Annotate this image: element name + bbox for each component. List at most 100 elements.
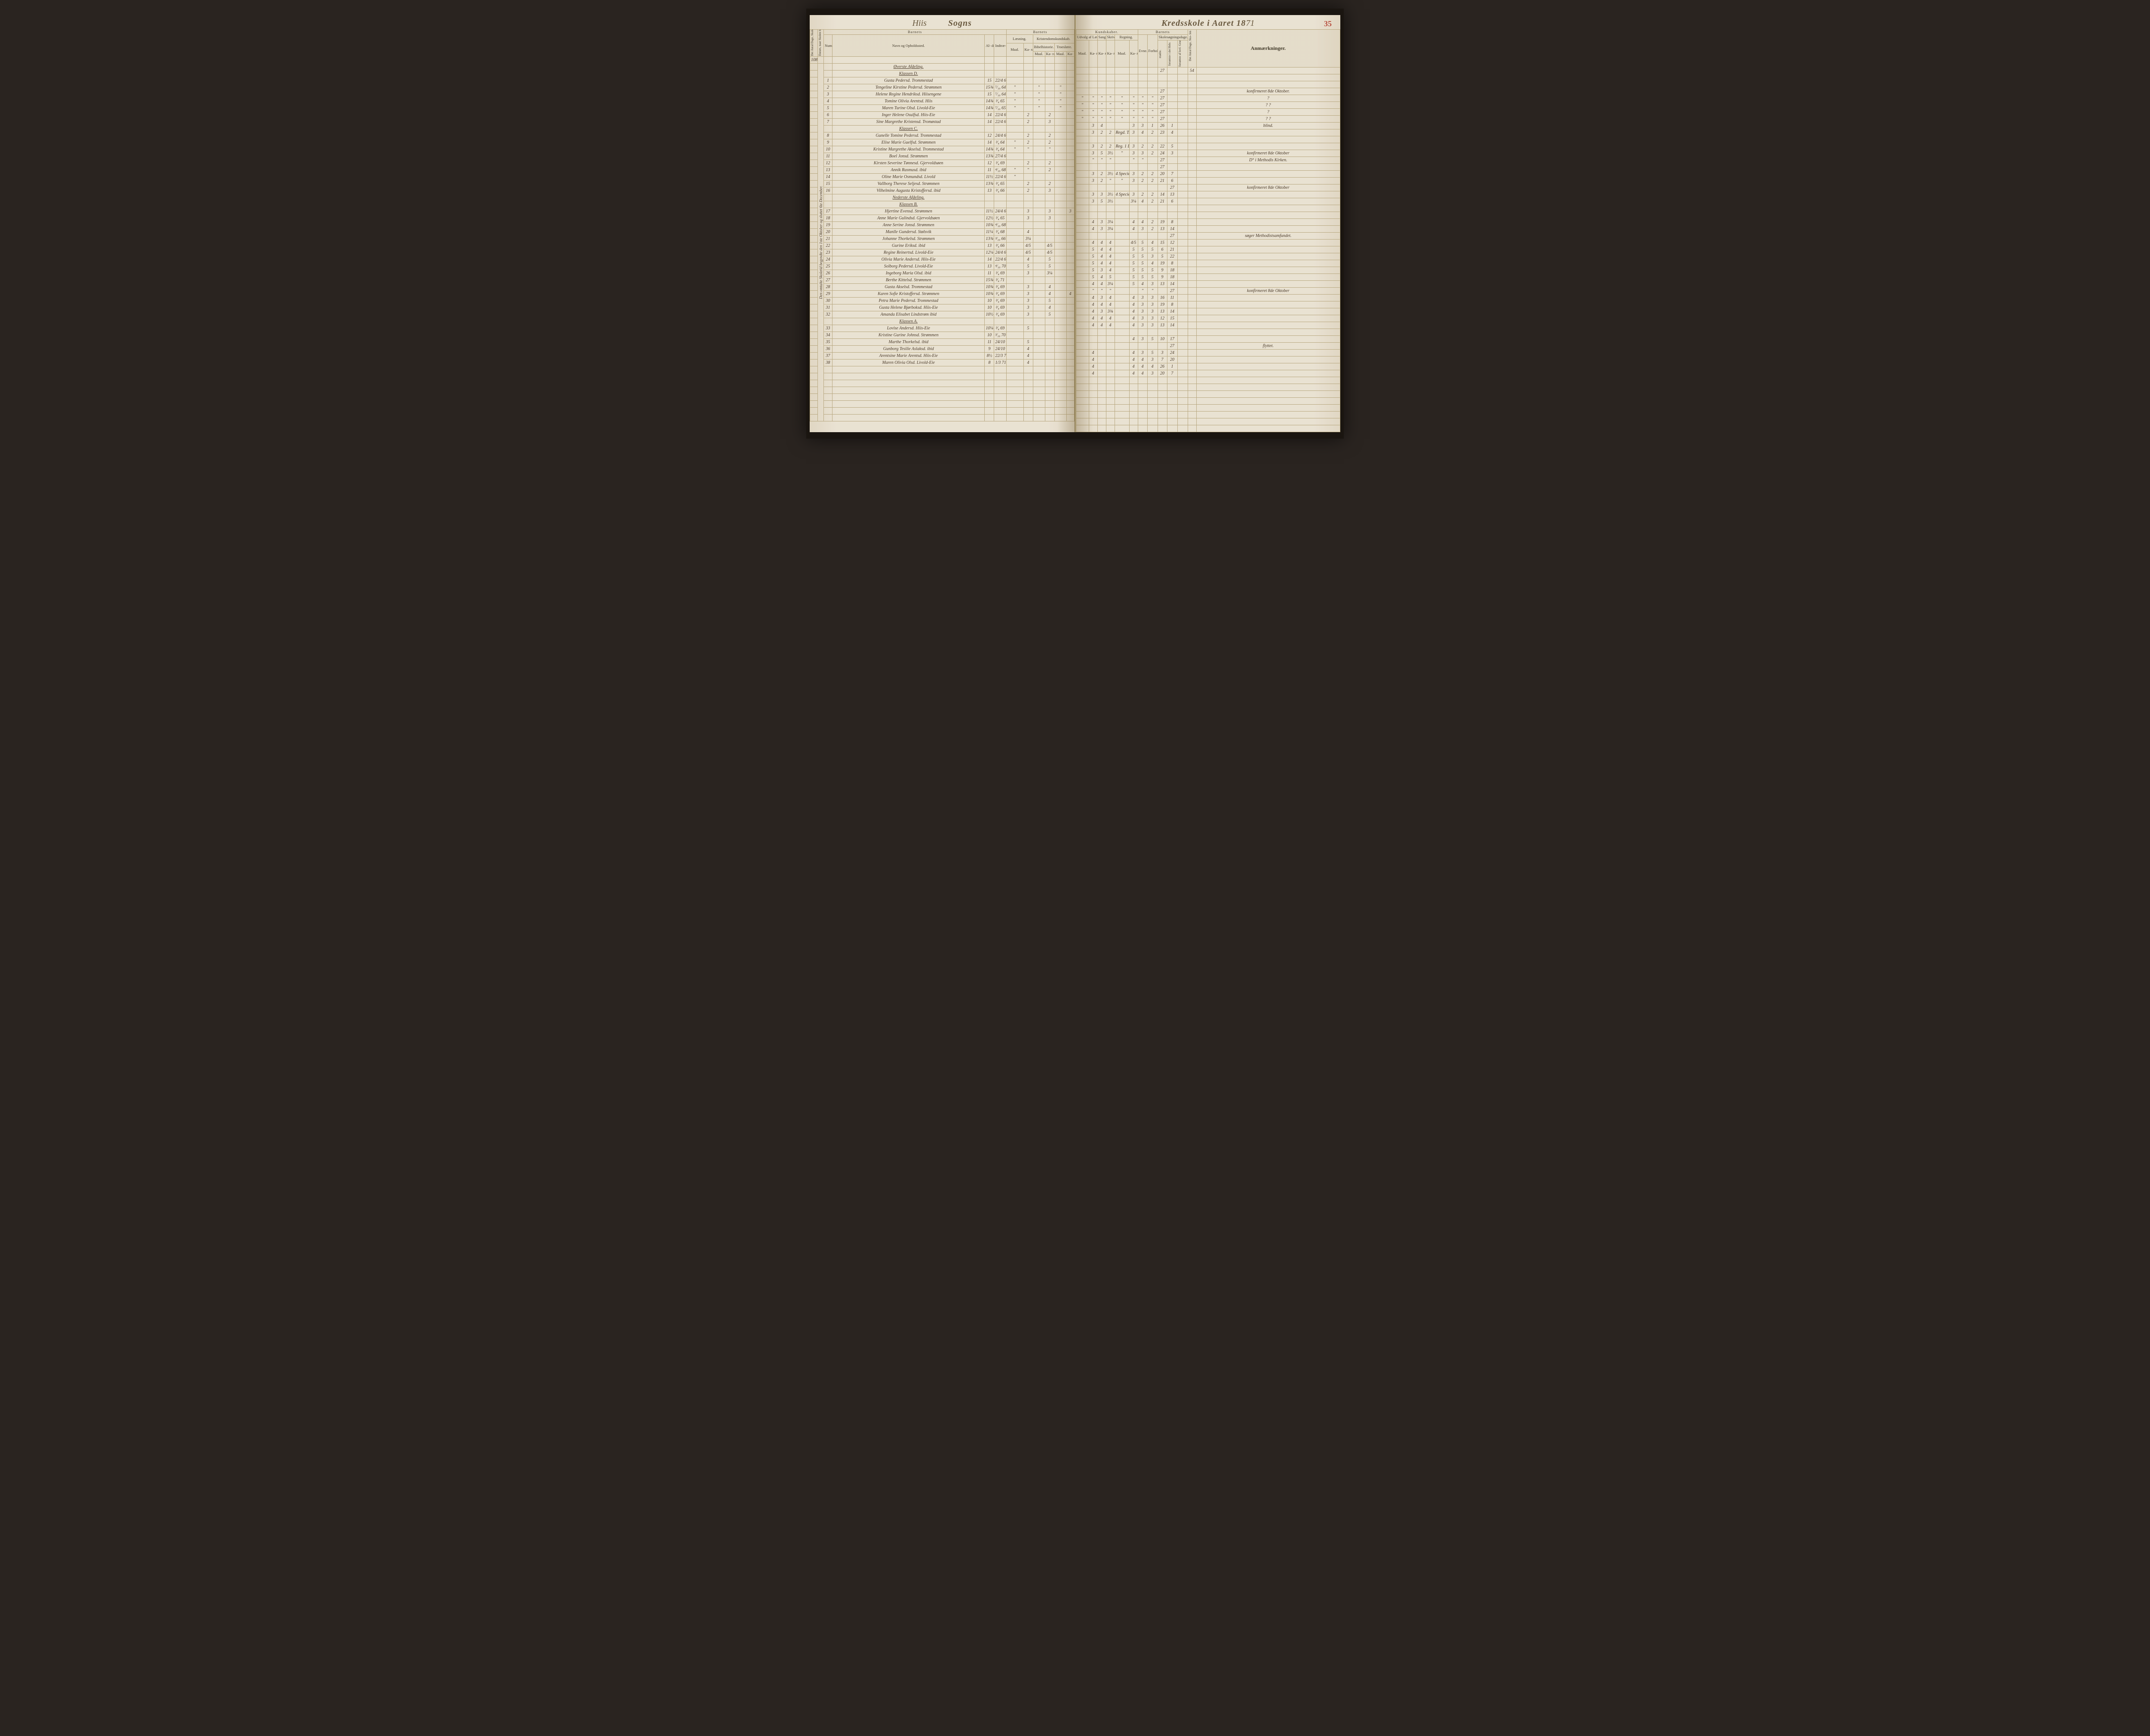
cell: 5: [1089, 253, 1097, 260]
cell: 14: [1167, 322, 1177, 329]
cell: [1076, 349, 1089, 356]
cell: [1076, 74, 1089, 81]
cell: [1177, 88, 1188, 95]
cell: [1006, 408, 1023, 415]
cell: [1033, 201, 1045, 208]
table-row: [810, 394, 1075, 401]
cell: Inger Helene Osulfsd. Hiis-Eie: [832, 112, 985, 119]
cell: Kristine Gurine Johnsd. Strømmen: [832, 332, 985, 339]
cell: 3: [1147, 308, 1158, 315]
table-row: 30Petra Marie Pedersd. Trommestad10³⁄₄ 6…: [810, 298, 1075, 304]
cell: [1158, 390, 1167, 397]
th-fors2: forsømte af lovl. Grund.: [1179, 41, 1182, 67]
cell: [1097, 136, 1106, 143]
cell: 27/4 68: [994, 153, 1006, 160]
cell: 4: [1106, 267, 1115, 273]
cell: [1147, 342, 1158, 349]
cell: [1023, 77, 1033, 84]
cell: [1066, 298, 1074, 304]
cell: [1188, 404, 1196, 411]
th-kar5: Ka- rak- ter.: [1097, 40, 1106, 67]
cell: 3: [1129, 170, 1138, 177]
cell: [985, 415, 994, 421]
cell: 4: [1097, 239, 1106, 246]
cell: [1076, 122, 1089, 129]
cell: [810, 249, 818, 256]
cell: [1023, 401, 1033, 408]
cell: [1045, 353, 1054, 359]
cell: [1106, 418, 1115, 425]
cell: 4: [1138, 129, 1147, 136]
cell: [1196, 411, 1340, 418]
table-row: 32""322216: [1076, 177, 1340, 184]
cell: [1045, 84, 1054, 91]
cell: [1129, 205, 1138, 212]
cell: 31: [824, 304, 832, 311]
cell: [1106, 205, 1115, 212]
cell: 4: [1066, 291, 1074, 298]
cell: [1006, 373, 1023, 380]
cell: [1147, 136, 1158, 143]
cell: [1089, 205, 1097, 212]
cell: [1138, 184, 1147, 191]
cell: 6: [1158, 246, 1167, 253]
cell: [810, 174, 818, 181]
cell: [1033, 249, 1045, 256]
sogns-label: Sogns: [948, 18, 972, 28]
cell: [810, 139, 818, 146]
cell: ": [1097, 108, 1106, 115]
cell: 4: [1097, 301, 1106, 308]
cell: [1097, 342, 1106, 349]
cell: [1147, 411, 1158, 418]
cell: 4: [1097, 253, 1106, 260]
cell: 8: [985, 359, 994, 366]
cell: [1054, 181, 1066, 187]
cell: [1033, 353, 1045, 359]
cell: Boel Jonsd. Strømmen: [832, 153, 985, 160]
cell: [1106, 232, 1115, 239]
cell: 22/4 65: [994, 174, 1006, 181]
cell: ³⁄₁₀ 66: [994, 236, 1006, 243]
cell: [1158, 418, 1167, 425]
cell: [824, 57, 832, 64]
cell: 5: [1129, 267, 1138, 273]
cell: [1076, 301, 1089, 308]
cell: [1177, 67, 1188, 74]
cell: [1076, 163, 1089, 170]
table-row: 353½3¼42216: [1076, 198, 1340, 205]
cell: ": [1054, 84, 1066, 91]
cell: 3: [1129, 191, 1138, 198]
cell: 24: [1158, 150, 1167, 157]
cell: [818, 57, 824, 64]
header-right: Kredsskole i Aaret 1871: [1076, 15, 1341, 29]
cell: 4: [1106, 294, 1115, 301]
cell: [1167, 418, 1177, 425]
cell: 3: [1147, 370, 1158, 377]
cell: 4: [1089, 280, 1097, 287]
th-maal3: Maal.: [1054, 51, 1066, 56]
cell: 5: [1023, 339, 1033, 346]
cell: [1129, 411, 1138, 418]
cell: [1045, 346, 1054, 353]
cell: 5: [1106, 273, 1115, 280]
cell: 1: [1167, 363, 1177, 370]
th-nummer: Num- mer.: [824, 35, 832, 57]
cell: 27: [1158, 95, 1167, 101]
cell: [1006, 187, 1023, 194]
cell: Gusta Pedersd. Trommestad: [832, 77, 985, 84]
cell: ": [1033, 105, 1045, 112]
cell: [1045, 394, 1054, 401]
cell: [1177, 294, 1188, 301]
cell: Sine Margrethe Kristensd. Tromøstad: [832, 119, 985, 126]
cell: 27: [1167, 342, 1177, 349]
cell: 8: [824, 132, 832, 139]
cell: 3: [1147, 322, 1158, 329]
cell: [1138, 81, 1147, 88]
cell: [1188, 115, 1196, 122]
cell: [1033, 119, 1045, 126]
cell: [1076, 157, 1089, 163]
cell: ³⁄₄ 68: [994, 229, 1006, 236]
cell: [1196, 418, 1340, 425]
cell: [1066, 415, 1074, 421]
cell: 3: [1089, 122, 1097, 129]
